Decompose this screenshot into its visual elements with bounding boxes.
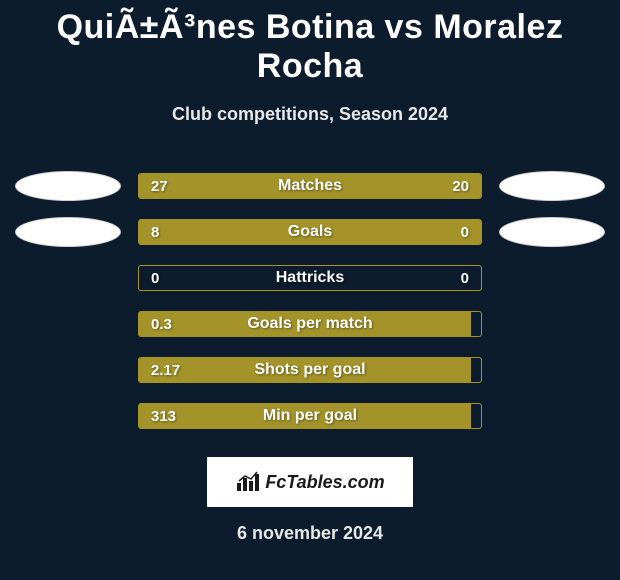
stat-label: Hattricks [139, 266, 481, 290]
stat-row: Goals8 0 [10, 209, 610, 255]
stat-label: Matches [139, 174, 481, 198]
stats-container: Matches2720Goals80Hattricks00Goals per m… [0, 163, 620, 439]
stat-value-left: 0.3 [151, 312, 172, 336]
stat-value-right: 0 [461, 266, 469, 290]
stat-bar: Goals per match0.3 [138, 311, 482, 337]
stat-label: Goals per match [139, 312, 481, 336]
date-label: 6 november 2024 [0, 523, 620, 544]
stat-bar: Shots per goal2.17 [138, 357, 482, 383]
season-subtitle: Club competitions, Season 2024 [0, 104, 620, 125]
stat-value-right: 20 [452, 174, 469, 198]
logo-text: FcTables.com [265, 472, 384, 493]
stat-value-right: 0 [461, 220, 469, 244]
fctables-logo: FcTables.com [207, 457, 413, 507]
stat-bar: Goals8 0 [138, 219, 482, 245]
stat-value-left: 0 [151, 266, 159, 290]
stat-value-left: 27 [151, 174, 168, 198]
page-title: QuiÃ±Ã³nes Botina vs Moralez Rocha [0, 0, 620, 86]
player-avatar-right [499, 171, 605, 201]
stat-value-left: 2.17 [151, 358, 180, 382]
stat-row: Matches27 20 [10, 163, 610, 209]
stat-label: Goals [139, 220, 481, 244]
avatar-cell-left [10, 171, 126, 201]
stat-row: Goals per match0.3 [10, 301, 610, 347]
avatar-cell-left [10, 217, 126, 247]
stat-label: Min per goal [139, 404, 481, 428]
stat-bar: Matches27 20 [138, 173, 482, 199]
player-avatar-right [499, 217, 605, 247]
stat-bar: Min per goal313 [138, 403, 482, 429]
chart-icon [235, 471, 261, 493]
player-avatar-left [15, 171, 121, 201]
stat-label: Shots per goal [139, 358, 481, 382]
avatar-cell-right [494, 171, 610, 201]
stat-value-left: 8 [151, 220, 159, 244]
stat-value-left: 313 [151, 404, 176, 428]
stat-row: Shots per goal2.17 [10, 347, 610, 393]
stat-bar: Hattricks0 0 [138, 265, 482, 291]
avatar-cell-right [494, 217, 610, 247]
player-avatar-left [15, 217, 121, 247]
stat-row: Hattricks0 0 [10, 255, 610, 301]
stat-row: Min per goal313 [10, 393, 610, 439]
